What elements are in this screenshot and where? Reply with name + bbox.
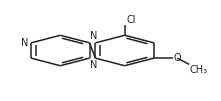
Text: Cl: Cl bbox=[126, 15, 136, 25]
Text: CH₃: CH₃ bbox=[190, 65, 208, 75]
Text: N: N bbox=[21, 38, 28, 48]
Text: N: N bbox=[90, 31, 97, 41]
Text: O: O bbox=[173, 53, 181, 63]
Text: N: N bbox=[90, 60, 97, 70]
